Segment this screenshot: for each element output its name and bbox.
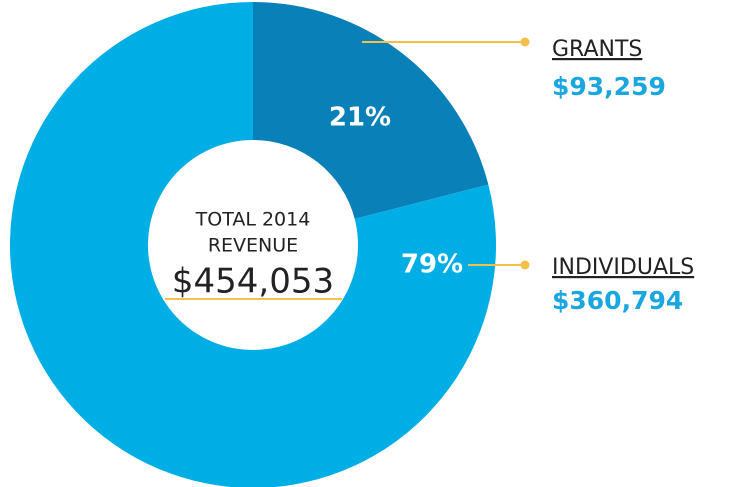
connector-dot [520, 37, 530, 47]
legend-name: GRANTS [552, 37, 642, 62]
center-label: TOTAL 2014 [195, 209, 311, 231]
donut-segment [253, 2, 489, 219]
center-label: REVENUE [208, 235, 298, 257]
connector-dot [520, 260, 530, 270]
percent-label: 21% [329, 103, 391, 133]
percent-label: 79% [401, 250, 463, 280]
total-label: $454,053 [172, 262, 334, 302]
legend-amount: $93,259 [552, 72, 666, 101]
donut-segment [10, 2, 496, 487]
legend-amount: $360,794 [552, 286, 683, 315]
legend-name: INDIVIDUALS [552, 255, 694, 280]
